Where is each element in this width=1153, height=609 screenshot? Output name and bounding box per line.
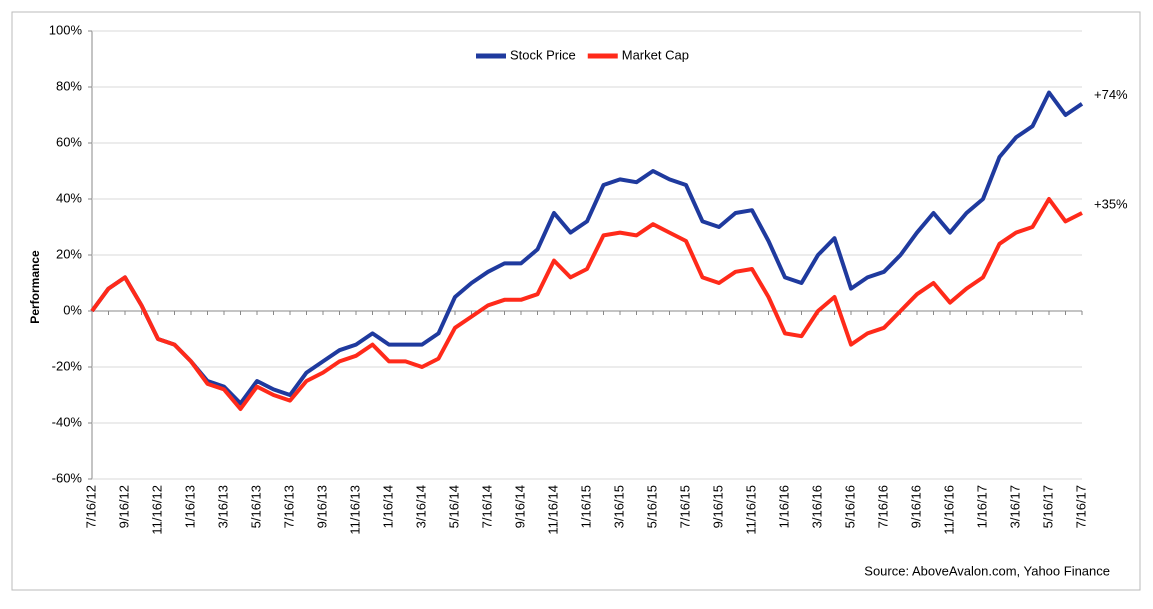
chart-border xyxy=(11,11,1141,591)
legend-label: Stock Price xyxy=(510,47,576,62)
x-tick-label: 5/16/14 xyxy=(446,485,461,528)
y-tick-label: -20% xyxy=(52,358,83,373)
y-tick-label: 0% xyxy=(63,302,82,317)
y-tick-label: 20% xyxy=(56,246,82,261)
x-tick-label: 1/16/16 xyxy=(776,485,791,528)
x-tick-label: 7/16/16 xyxy=(875,485,890,528)
x-tick-label: 1/16/15 xyxy=(578,485,593,528)
x-tick-label: 9/16/16 xyxy=(908,485,923,528)
x-tick-label: 5/16/17 xyxy=(1040,485,1055,528)
x-tick-label: 3/16/13 xyxy=(215,485,230,528)
x-tick-label: 11/16/16 xyxy=(941,485,956,535)
x-tick-label: 9/16/14 xyxy=(512,485,527,528)
y-tick-label: 100% xyxy=(49,22,83,37)
x-tick-label: 11/16/14 xyxy=(545,485,560,535)
y-axis-label: Performance xyxy=(28,250,42,324)
x-tick-label: 5/16/15 xyxy=(644,485,659,528)
x-tick-label: 7/16/13 xyxy=(281,485,296,528)
x-tick-label: 11/16/13 xyxy=(347,485,362,535)
x-tick-label: 1/16/17 xyxy=(974,485,989,528)
x-tick-label: 9/16/13 xyxy=(314,485,329,528)
x-tick-label: 7/16/15 xyxy=(677,485,692,528)
x-tick-label: 7/16/12 xyxy=(83,485,98,528)
y-tick-label: -60% xyxy=(52,470,83,485)
x-tick-label: 3/16/15 xyxy=(611,485,626,528)
legend-label: Market Cap xyxy=(622,47,689,62)
end-annotation: +74% xyxy=(1094,87,1128,102)
y-tick-label: -40% xyxy=(52,414,83,429)
end-annotation: +35% xyxy=(1094,196,1128,211)
y-tick-label: 80% xyxy=(56,78,82,93)
x-tick-label: 1/16/14 xyxy=(380,485,395,528)
x-tick-label: 3/16/16 xyxy=(809,485,824,528)
x-tick-label: 1/16/13 xyxy=(182,485,197,528)
y-tick-label: 60% xyxy=(56,134,82,149)
source: Source: AboveAvalon.com, Yahoo Finance xyxy=(864,563,1110,578)
x-tick-label: 9/16/15 xyxy=(710,485,725,528)
x-tick-label: 5/16/13 xyxy=(248,485,263,528)
series-line xyxy=(90,197,1083,411)
x-tick-label: 3/16/14 xyxy=(413,485,428,528)
series-line xyxy=(90,90,1084,406)
x-tick-label: 11/16/12 xyxy=(149,485,164,535)
y-tick-label: 40% xyxy=(56,190,82,205)
x-tick-label: 11/16/15 xyxy=(743,485,758,535)
x-tick-label: 7/16/17 xyxy=(1073,485,1088,528)
x-tick-label: 9/16/12 xyxy=(116,485,131,528)
x-tick-label: 3/16/17 xyxy=(1007,485,1022,528)
x-tick-label: 5/16/16 xyxy=(842,485,857,528)
x-tick-label: 7/16/14 xyxy=(479,485,494,528)
